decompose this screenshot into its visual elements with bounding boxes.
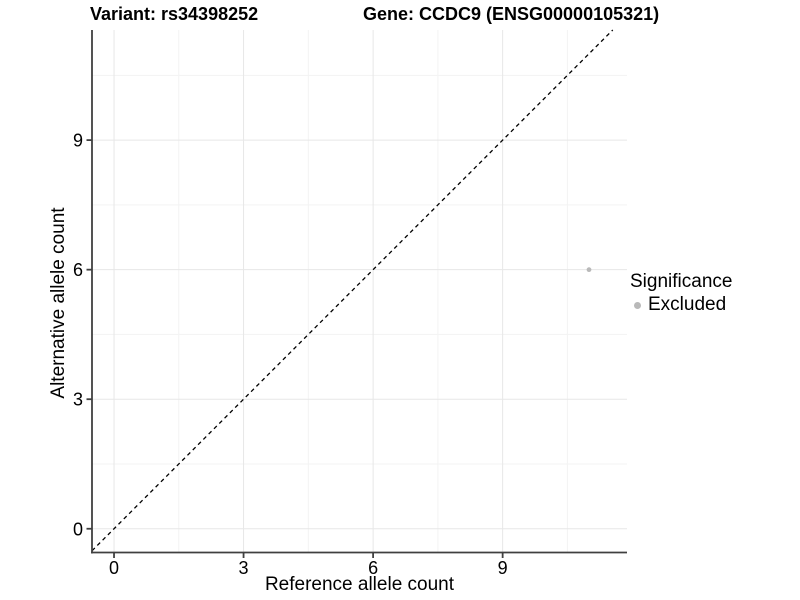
y-tick-label: 9: [73, 131, 83, 151]
gene-title: Gene: CCDC9 (ENSG00000105321): [363, 4, 660, 24]
legend-item-excluded: Excluded: [630, 294, 732, 316]
y-axis-label: Alternative allele count: [48, 207, 69, 399]
variant-title: Variant: rs34398252: [90, 4, 259, 24]
x-axis-label: Reference allele count: [264, 574, 455, 595]
y-tick-label: 6: [73, 260, 83, 280]
x-tick-label: 0: [109, 558, 119, 578]
legend-title: Significance: [630, 271, 733, 292]
legend-point-icon: [634, 301, 641, 309]
y-tick-label: 0: [73, 519, 83, 539]
x-tick-label: 3: [239, 558, 249, 578]
x-tick-label: 9: [498, 558, 508, 578]
legend-item-label: Excluded: [648, 294, 727, 315]
identity-dashed-line: [91, 29, 614, 552]
data-point: [586, 267, 592, 273]
y-tick-label: 3: [73, 390, 83, 410]
legend: Significance Excluded: [630, 271, 732, 316]
x-tick-label: 6: [368, 558, 378, 578]
